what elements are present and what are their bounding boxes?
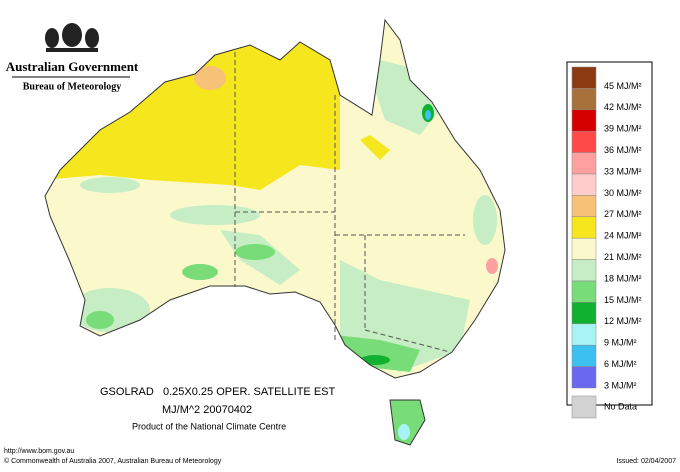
legend-label: 18 MJ/M²	[604, 273, 642, 283]
legend-label: 33 MJ/M²	[604, 166, 642, 176]
footer-url: http://www.bom.gov.au	[4, 448, 74, 455]
legend-swatch	[571, 216, 597, 239]
legend-label: 27 MJ/M²	[604, 209, 642, 219]
crest	[45, 23, 99, 52]
legend-label: 21 MJ/M²	[604, 252, 642, 262]
legend-label: 3 MJ/M²	[604, 380, 637, 390]
caption-product: GSOLRAD	[100, 386, 154, 398]
bureau: Bureau of Meteorology	[23, 81, 122, 92]
legend-swatch	[571, 130, 597, 153]
legend-label: 39 MJ/M²	[604, 124, 642, 134]
caption-source: Product of the National Climate Centre	[132, 421, 286, 431]
legend-swatch	[571, 323, 597, 346]
caption-units-date: MJ/M^2 20070402	[162, 404, 252, 416]
coastline	[44, 18, 506, 379]
legend: 45 MJ/M² 42 MJ/M² 39 MJ/M² 36 MJ/M² 33 MJ/M²…	[571, 66, 642, 419]
legend-swatch	[571, 66, 597, 89]
footer-copyright: © Commonwealth of Australia 2007, Austra…	[4, 457, 222, 465]
legend-label: No Data	[604, 401, 637, 411]
legend-swatch	[571, 366, 597, 389]
legend-swatch	[571, 280, 597, 303]
legend-swatch	[571, 344, 597, 367]
legend-label: 15 MJ/M²	[604, 295, 642, 305]
legend-swatch	[571, 259, 597, 282]
legend-swatch	[571, 395, 597, 419]
legend-swatch	[571, 195, 597, 218]
legend-swatch	[571, 237, 597, 260]
legend-swatch	[571, 173, 597, 196]
legend-label: 30 MJ/M²	[604, 188, 642, 198]
caption-grid: 0.25X0.25 OPER. SATELLITE EST	[163, 386, 335, 398]
legend-swatch	[571, 109, 597, 132]
legend-swatch	[571, 152, 597, 175]
legend-label: 45 MJ/M²	[604, 81, 642, 91]
legend-label: 36 MJ/M²	[604, 145, 642, 155]
legend-label: 9 MJ/M²	[604, 338, 637, 348]
legend-swatch	[571, 302, 597, 325]
legend-label: 6 MJ/M²	[604, 359, 637, 369]
state-borders	[234, 52, 465, 353]
tasmania-region	[398, 424, 410, 440]
legend-swatch	[571, 88, 597, 111]
legend-label: 24 MJ/M²	[604, 231, 642, 241]
footer-issued: Issued: 02/04/2007	[616, 458, 676, 465]
agency: Australian Government	[6, 59, 139, 74]
legend-label: 12 MJ/M²	[604, 316, 642, 326]
legend-label: 42 MJ/M²	[604, 102, 642, 112]
